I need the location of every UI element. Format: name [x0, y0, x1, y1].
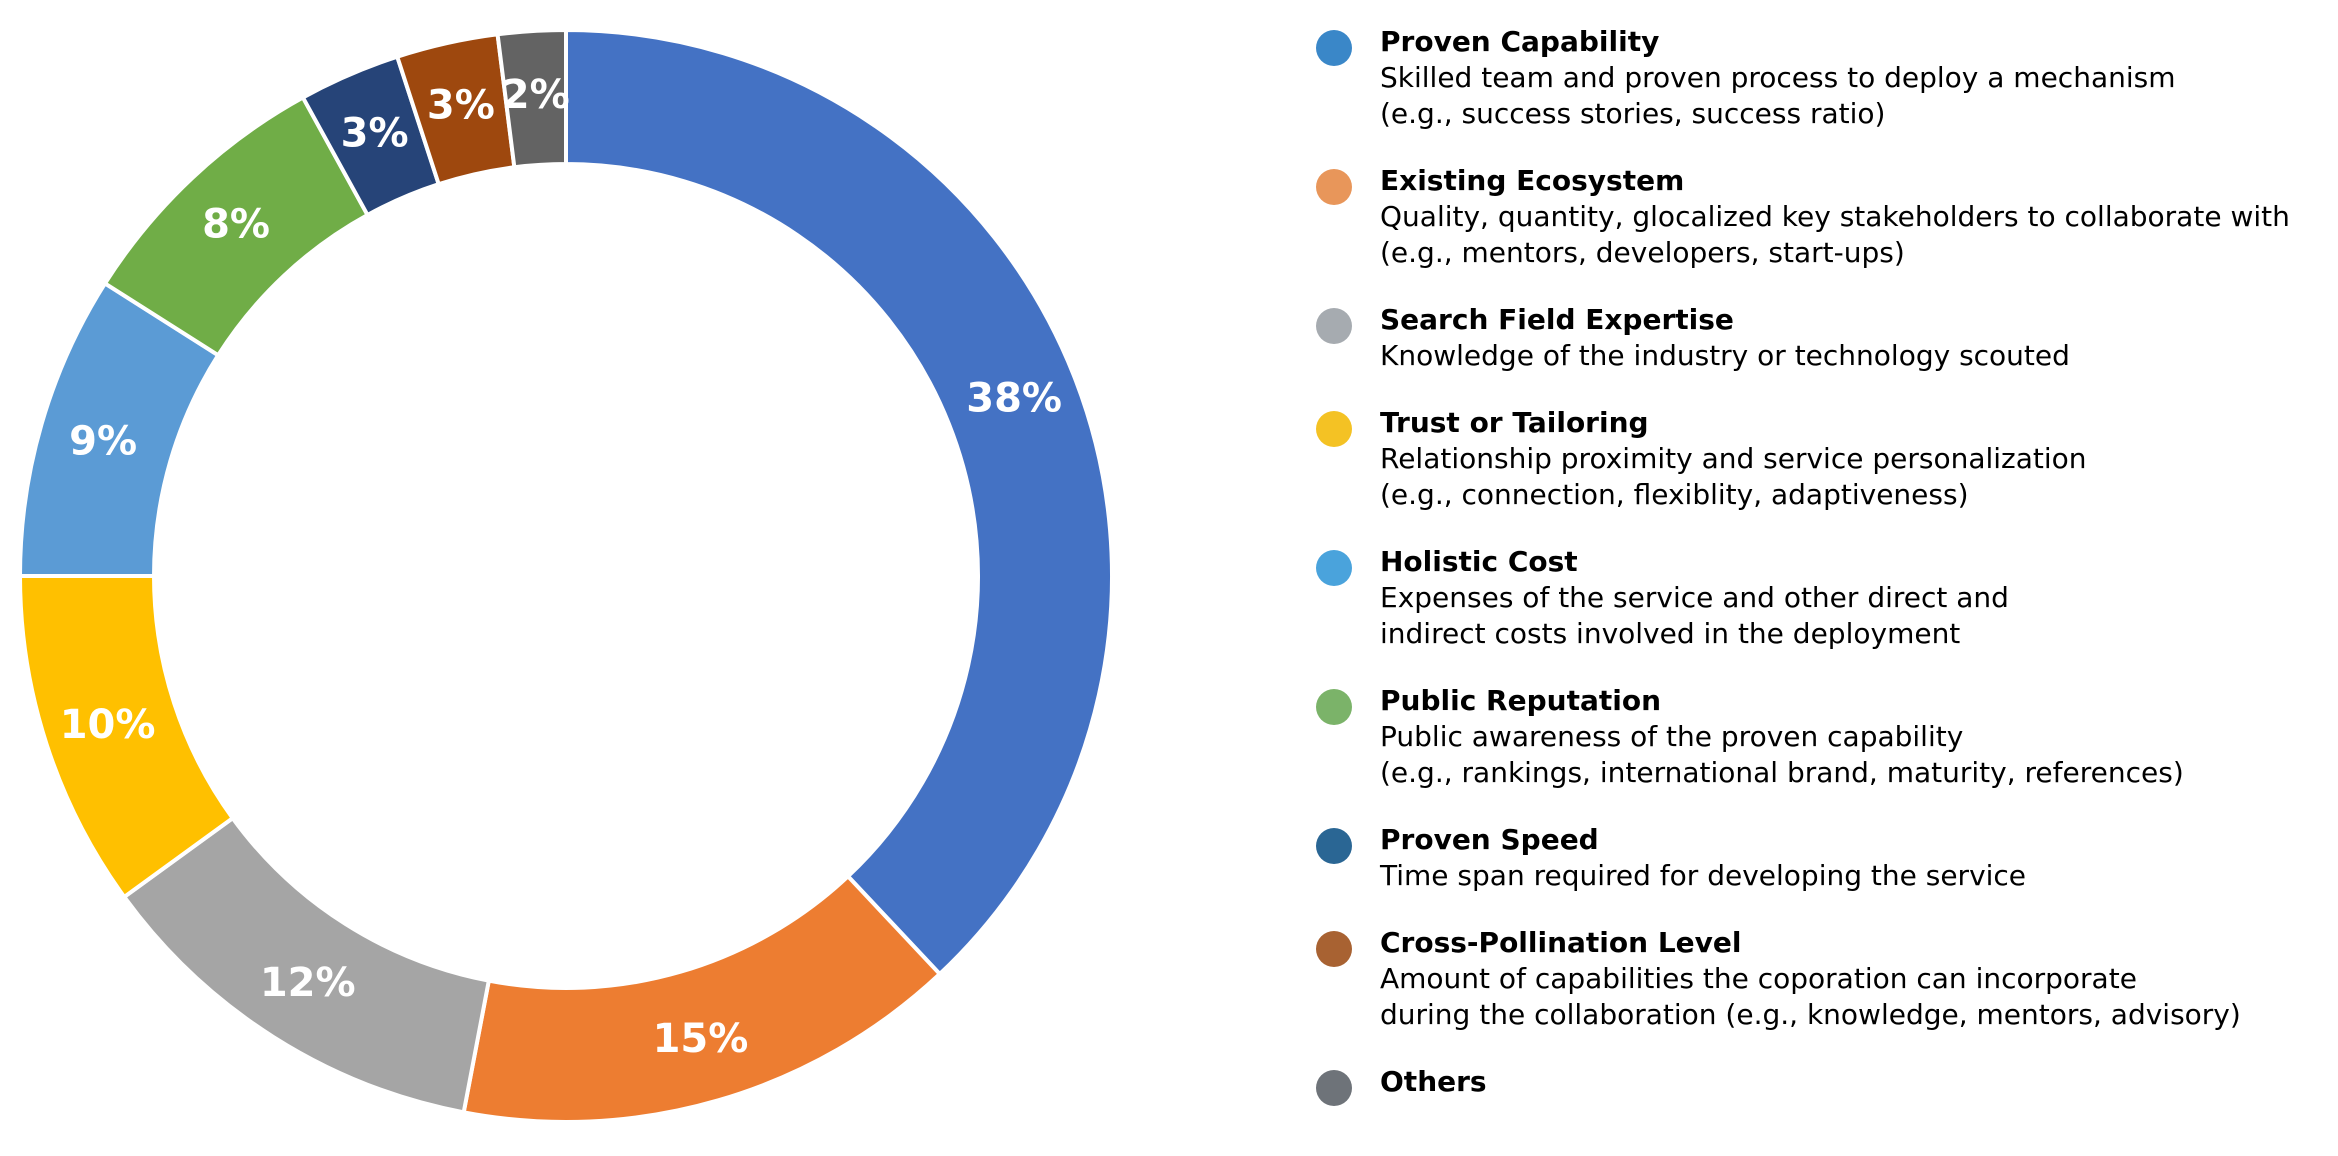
legend-dot: [1316, 169, 1352, 205]
legend-item: Holistic Cost Expenses of the service and…: [1310, 544, 2330, 652]
slices-group: [17, 27, 1114, 1124]
slice-value-label: 9%: [69, 419, 137, 465]
legend-item: Trust or Tailoring Relationship proximity…: [1310, 405, 2330, 513]
legend-dot: [1316, 550, 1352, 586]
legend-title: Search Field Expertise: [1380, 303, 1734, 336]
legend-item: Existing Ecosystem Quality, quantity, glo…: [1310, 163, 2330, 271]
slice-existing-ecosystem: [461, 873, 943, 1124]
legend-item: Proven Speed Time span required for devel…: [1310, 822, 2330, 894]
legend-item: Public Reputation Public awareness of the…: [1310, 683, 2330, 791]
slice-others: [495, 27, 568, 170]
legend-description: Expenses of the service and other direct…: [1380, 581, 2009, 650]
legend-item: Others: [1310, 1064, 2330, 1106]
slice-value-label: 3%: [341, 111, 409, 157]
legend-dot: [1316, 828, 1352, 864]
legend-description: Public awareness of the proven capabilit…: [1380, 720, 2184, 789]
slice-value-label: 10%: [60, 702, 156, 748]
legend-dot: [1316, 411, 1352, 447]
legend-description: Knowledge of the industry or technology …: [1380, 339, 2070, 372]
legend-title: Public Reputation: [1380, 684, 1661, 717]
slice-value-label: 38%: [966, 376, 1062, 422]
donut-chart-svg: 38%15%12%10%9%8%3%3% 2%: [17, 27, 1114, 1124]
legend-title: Existing Ecosystem: [1380, 164, 1685, 197]
legend-dot: [1316, 1070, 1352, 1106]
slice-proven-capability: [564, 27, 1114, 977]
legend-title: Trust or Tailoring: [1380, 406, 1649, 439]
legend-item: Cross-Pollination Level Amount of capabil…: [1310, 925, 2330, 1033]
legend-title: Proven Speed: [1380, 823, 1599, 856]
slice-labels-group: 38%15%12%10%9%8%3%3% 2%: [60, 72, 1062, 1062]
legend-title: Cross-Pollination Level: [1380, 926, 1742, 959]
legend-dot: [1316, 931, 1352, 967]
legend-item: Proven Capability Skilled team and proven…: [1310, 24, 2330, 132]
legend-description: Quality, quantity, glocalized key stakeh…: [1380, 200, 2290, 269]
legend-item: Search Field Expertise Knowledge of the i…: [1310, 302, 2330, 374]
legend-title: Others: [1380, 1065, 1487, 1098]
legend-description: Skilled team and proven process to deplo…: [1380, 61, 2176, 130]
slice-value-label: 15%: [653, 1016, 749, 1062]
legend-description: Time span required for developing the se…: [1380, 859, 2027, 892]
legend-description: Relationship proximity and service perso…: [1380, 442, 2087, 511]
legend-dot: [1316, 308, 1352, 344]
legend: Proven Capability Skilled team and proven…: [1310, 24, 2330, 1131]
legend-description: Amount of capabilities the coporation ca…: [1380, 962, 2241, 1031]
legend-title: Holistic Cost: [1380, 545, 1578, 578]
legend-title: Proven Capability: [1380, 25, 1660, 58]
legend-dot: [1316, 689, 1352, 725]
slice-value-label: 8%: [202, 202, 270, 248]
donut-chart: 38% 15% 12% 10% 9% 8% 3% 3% 2%: [0, 0, 1140, 1156]
legend-dot: [1316, 30, 1352, 66]
slice-value-label: 12%: [260, 960, 356, 1006]
slice-value-label: 2%: [502, 72, 570, 118]
slice-value-label: 3%: [427, 83, 495, 129]
